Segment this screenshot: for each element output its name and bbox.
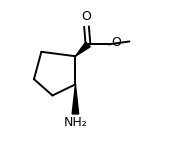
Polygon shape <box>72 84 79 114</box>
Text: O: O <box>111 36 121 49</box>
Polygon shape <box>76 42 90 56</box>
Text: O: O <box>82 10 92 23</box>
Text: NH₂: NH₂ <box>64 116 87 129</box>
